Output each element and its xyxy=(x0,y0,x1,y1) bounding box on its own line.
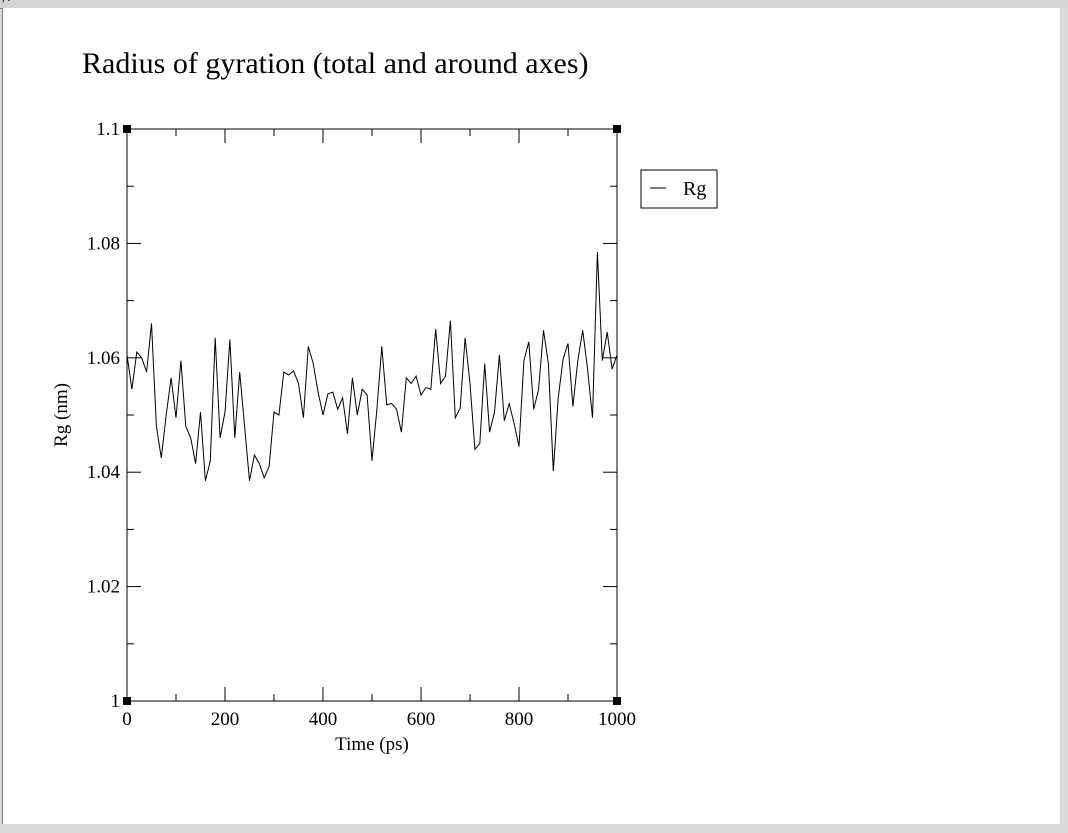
y-tick-label: 1.1 xyxy=(96,119,120,140)
x-tick-label: 600 xyxy=(407,709,436,730)
window-title-fragment: , . xyxy=(2,0,10,4)
x-tick-label: 1000 xyxy=(598,709,636,730)
axis-tick-labels: 0 200 400 600 800 1000 1 1.02 1.04 1.06 1.08 1.1 xyxy=(87,119,636,730)
legend-label-rg: Rg xyxy=(683,178,706,200)
y-tick-label: 1.08 xyxy=(87,233,120,254)
rg-line-chart: Radius of gyration (total and around axe… xyxy=(51,47,718,755)
y-tick-label: 1.04 xyxy=(87,462,121,483)
x-tick-label: 400 xyxy=(309,709,338,730)
series-points xyxy=(126,251,618,481)
y-axis-label: Rg (nm) xyxy=(51,383,72,447)
x-tick-label: 800 xyxy=(505,709,534,730)
window-bottom-border xyxy=(0,824,1068,833)
window-right-border xyxy=(1059,8,1068,824)
plot-canvas: Radius of gyration (total and around axe… xyxy=(2,8,1060,824)
corner-markers xyxy=(123,125,621,705)
corner-marker xyxy=(613,697,621,705)
x-axis-label: Time (ps) xyxy=(335,734,409,755)
chart-title: Radius of gyration (total and around axe… xyxy=(82,47,589,80)
legend-box xyxy=(640,169,718,209)
series-line-rg xyxy=(126,251,618,481)
y-tick-label: 1.06 xyxy=(87,348,120,369)
legend: Rg xyxy=(640,169,718,209)
corner-marker xyxy=(123,697,131,705)
corner-marker xyxy=(613,125,621,133)
y-tick-label: 1 xyxy=(111,691,121,712)
x-tick-label: 200 xyxy=(211,709,240,730)
y-tick-label: 1.02 xyxy=(87,577,120,598)
corner-marker xyxy=(123,125,131,133)
x-tick-label: 0 xyxy=(122,709,132,730)
